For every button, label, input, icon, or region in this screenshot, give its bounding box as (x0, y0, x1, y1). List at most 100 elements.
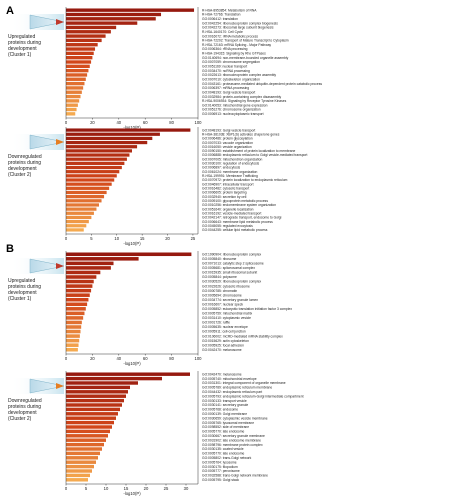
x-tick-label: 100 (195, 356, 203, 361)
term-label: GO:0005844: polysome (202, 275, 237, 279)
bar (66, 343, 79, 347)
x-tick-label: 0 (65, 486, 68, 491)
bar (66, 394, 126, 398)
term-label: R-HSA-72766: Translation (202, 13, 241, 17)
term-label: GO:0005793: endoplasmic reticulum-Golgi … (202, 394, 304, 398)
term-label: GO:0046907: intracellular transport (202, 182, 254, 186)
bar (66, 149, 132, 153)
term-label: GO:0051169: nuclear transport (202, 65, 247, 69)
term-label: GO:0034774: secretory granule lumen (202, 298, 258, 302)
x-tick-label: 80 (169, 120, 174, 125)
term-label: GO:0030529: ribonucleoprotein complex (202, 280, 262, 284)
bar (66, 178, 115, 182)
term-label: GO:0031410: cytoplasmic vesicle (202, 316, 251, 320)
x-axis-label: -log10(P) (123, 241, 141, 246)
bar (66, 347, 78, 352)
bar (66, 90, 82, 94)
bar (66, 261, 114, 266)
bar (66, 434, 108, 438)
bar (66, 381, 138, 385)
cluster-label-line: development (8, 410, 37, 416)
cluster-label-line: Downregulated (8, 398, 42, 404)
x-tick-label: 60 (143, 120, 148, 125)
bar (66, 136, 153, 141)
bar (66, 307, 86, 311)
term-label: GO:0048193: Golgi vesicle transport (202, 128, 255, 132)
term-label: GO:0005740: mitochondrial envelope (202, 377, 257, 381)
term-label: GO:0007059: chromosome segregation (202, 60, 260, 64)
term-label: GO:0007005: mitochondrion organization (202, 157, 262, 161)
term-label: GO:0034470: ncRNA processing (202, 69, 250, 73)
term-label: GO:0032984: protein-containing complex d… (202, 95, 282, 99)
cluster-label-line: Downregulated (8, 154, 42, 160)
bar (66, 199, 102, 203)
bar (66, 390, 128, 394)
bar (66, 456, 98, 460)
term-label: GO:0005925: focal adhesion (202, 343, 244, 347)
term-label: GO:0000785: chromatin (202, 289, 237, 293)
term-label: GO:0015935: small ribosomal subunit (202, 271, 257, 275)
bar (66, 473, 90, 478)
x-tick-label: 25 (164, 486, 169, 491)
term-label: GO:0005765: lysosomal membrane (202, 421, 254, 425)
term-label: GO:0000139: Golgi membrane (202, 412, 247, 416)
bar (66, 416, 116, 420)
bar (66, 145, 138, 149)
term-label: GO:0016050: vesicle organization (202, 145, 252, 149)
term-label: GO:0006397: mRNA processing (202, 86, 249, 90)
bar (66, 460, 96, 464)
bar (66, 182, 112, 186)
panel-letter-b: B (6, 243, 14, 255)
term-label: GO:0030100: regulation of endocytosis (202, 162, 260, 166)
bar (66, 316, 84, 320)
bar (66, 469, 92, 473)
term-label: GO:0044432: endoplasmic reticulum part (202, 390, 262, 394)
bar (66, 275, 97, 279)
term-label: GO:0030133: transport vesicle (202, 399, 247, 403)
bar (66, 398, 124, 403)
bar (66, 81, 85, 86)
term-label: GO:0005764: lysosome (202, 460, 237, 464)
term-label: GO:0005770: late endosome (202, 452, 245, 456)
term-label: R-HSA-8953854: Metabolism of RNA (202, 8, 257, 12)
term-label: GO:0005840: ribosome (202, 257, 236, 261)
bar (66, 186, 110, 190)
term-label: GO:0140053: mitochondrial gene expressio… (202, 103, 268, 107)
bar (66, 224, 87, 228)
cluster-label-line: development (8, 290, 37, 296)
bar (66, 64, 90, 69)
bar (66, 165, 122, 170)
term-label: GO:0030135: coated vesicle (202, 447, 244, 451)
term-label: GO:0031301: integral component of organe… (202, 381, 286, 385)
term-label: R-HSA-72163: mRNA Splicing - Major Pathw… (202, 43, 271, 47)
bar (66, 157, 127, 161)
bar (66, 325, 82, 329)
term-label: GO:0043161: proteasome-mediated ubiquiti… (202, 82, 322, 86)
x-axis-label: -log10(P) (123, 125, 141, 130)
term-label: GO:0016482: cytosolic transport (202, 187, 249, 191)
term-label: GO:0090150: establishment of protein loc… (202, 149, 295, 153)
x-axis-label: -log10(P) (123, 361, 141, 366)
panel-letter-a: A (6, 5, 14, 17)
bar (66, 385, 130, 390)
cluster-label-line: development (8, 166, 37, 172)
bar (66, 103, 78, 107)
term-label: GO:0005911: cell-cell junction (202, 330, 246, 334)
cluster-label-line: (Cluster 2) (8, 172, 32, 178)
bar (66, 25, 117, 30)
x-tick-label: 0 (65, 120, 68, 125)
bar (66, 73, 88, 77)
x-tick-label: 0 (65, 356, 68, 361)
term-label: GO:0061024: membrane organization (202, 170, 258, 174)
term-label: GO:0042470: melanosome (202, 372, 242, 376)
bar (66, 43, 98, 47)
bar (66, 51, 94, 56)
bar (66, 288, 92, 293)
cluster-label-line: proteins during (8, 160, 41, 166)
x-tick-label: 15 (140, 236, 145, 241)
x-tick-label: 30 (184, 486, 189, 491)
bar (66, 252, 192, 257)
bar (66, 34, 106, 38)
